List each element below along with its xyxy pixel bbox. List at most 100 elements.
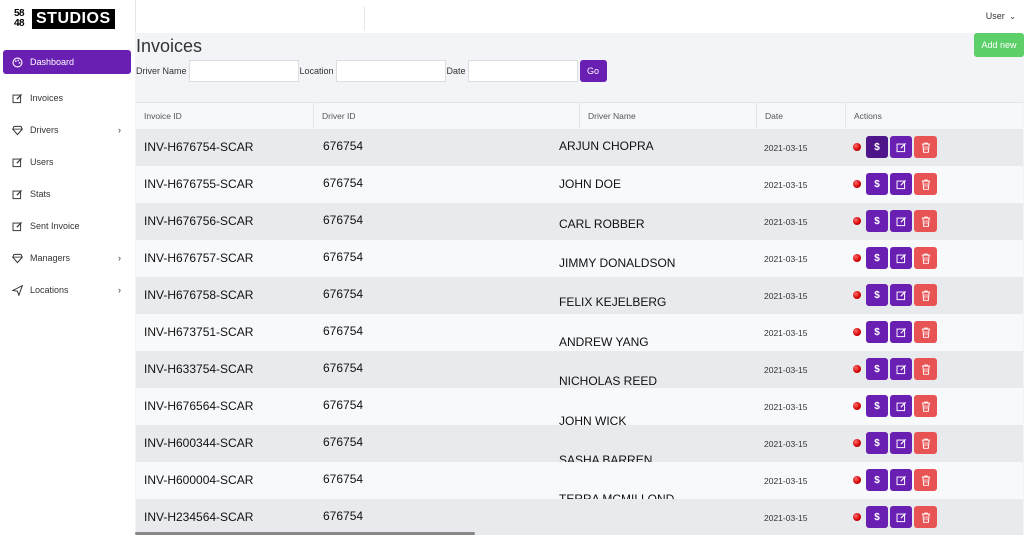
edit-button[interactable]: [890, 395, 912, 417]
brand-logo[interactable]: 58 48 STUDIOS: [8, 8, 115, 30]
status-dot-icon: [853, 513, 861, 521]
sidebar-item-locations[interactable]: Locations ›: [3, 274, 131, 306]
driver-id-cell: 676754: [323, 324, 364, 338]
sidebar-item-sent-invoice[interactable]: Sent Invoice: [3, 210, 131, 242]
edit-button[interactable]: [890, 173, 912, 195]
trash-icon: [921, 512, 930, 523]
pay-button[interactable]: $: [866, 358, 888, 380]
edit-button[interactable]: [890, 506, 912, 528]
delete-button[interactable]: [914, 395, 937, 417]
delete-button[interactable]: [914, 358, 937, 380]
table-row: INV-H600004-SCAR676754TERRA MCMILLOND202…: [136, 462, 1023, 506]
table-row: INV-H676754-SCAR 676754 ARJUN CHOPRA 2021-0…: [136, 129, 1023, 166]
edit-icon: [896, 142, 906, 152]
row-actions: $: [853, 506, 939, 528]
trash-icon: [921, 179, 930, 190]
table-row: INV-H673751-SCAR 676754 ANDREW YANG 2021-03…: [136, 314, 1023, 351]
status-dot-icon: [853, 402, 861, 410]
header-driver-id: Driver ID: [314, 103, 580, 129]
table-row: INV-H676755-SCAR 676754 JOHN DOE 2021-03-15…: [136, 166, 1023, 203]
delete-button[interactable]: [914, 469, 937, 491]
delete-button[interactable]: [914, 210, 937, 232]
pay-button[interactable]: $: [866, 469, 888, 491]
invoices-table: Invoice ID Driver ID Driver Name Date Ac…: [136, 102, 1023, 535]
edit-button[interactable]: [890, 469, 912, 491]
pay-button[interactable]: $: [866, 136, 888, 158]
driver-name-cell: CARL ROBBER: [559, 216, 645, 231]
sidebar-item-managers[interactable]: Managers ›: [3, 242, 131, 274]
delete-button[interactable]: [914, 173, 937, 195]
sidebar-item-invoices[interactable]: Invoices: [3, 82, 131, 114]
date-cell: 2021-03-15: [764, 143, 808, 153]
sidebar-item-label: Drivers: [30, 125, 59, 135]
pay-button[interactable]: $: [866, 506, 888, 528]
driver-id-cell: 676754: [323, 213, 364, 227]
row-actions: $: [853, 432, 939, 454]
driver-name-input[interactable]: [188, 60, 299, 82]
pay-button[interactable]: $: [866, 321, 888, 343]
driver-name-cell: ANDREW YANG: [559, 334, 649, 349]
edit-button[interactable]: [890, 284, 912, 306]
horizontal-scrollbar[interactable]: [135, 532, 475, 535]
date-input[interactable]: [467, 60, 578, 82]
delete-button[interactable]: [914, 247, 937, 269]
date-cell: 2021-03-15: [764, 328, 808, 338]
table-row: INV-H676757-SCAR 676754 JIMMY DONALDSON 202…: [136, 240, 1023, 277]
pay-button[interactable]: $: [866, 284, 888, 306]
edit-button[interactable]: [890, 136, 912, 158]
sidebar-item-drivers[interactable]: Drivers ›: [3, 114, 131, 146]
table-row: INV-H676756-SCAR 676754 CARL ROBBER 2021-03…: [136, 203, 1023, 240]
date-cell: 2021-03-15: [764, 217, 808, 227]
delete-button[interactable]: [914, 432, 937, 454]
status-dot-icon: [853, 365, 861, 373]
driver-name-cell: JOHN WICK: [559, 413, 627, 428]
user-menu[interactable]: User ⌄: [986, 11, 1016, 21]
edit-icon: [896, 290, 906, 300]
edit-button[interactable]: [890, 210, 912, 232]
edit-button[interactable]: [890, 321, 912, 343]
sidebar-item-stats[interactable]: Stats: [3, 178, 131, 210]
date-cell: 2021-03-15: [764, 402, 808, 412]
delete-button[interactable]: [914, 136, 937, 158]
chevron-right-icon: ›: [118, 125, 121, 135]
chevron-right-icon: ›: [118, 285, 121, 295]
location-input[interactable]: [335, 60, 446, 82]
sidebar-item-dashboard[interactable]: Dashboard: [3, 50, 131, 74]
edit-icon: [896, 253, 906, 263]
row-actions: $: [853, 321, 939, 343]
edit-icon: [12, 189, 23, 200]
logo-number-bottom: 48: [13, 18, 25, 29]
edit-button[interactable]: [890, 432, 912, 454]
edit-button[interactable]: [890, 358, 912, 380]
trash-icon: [921, 327, 930, 338]
pay-button[interactable]: $: [866, 432, 888, 454]
table-row: INV-H676758-SCAR 676754 FELIX KEJELBERG 202…: [136, 277, 1023, 314]
pay-button[interactable]: $: [866, 210, 888, 232]
pay-button[interactable]: $: [866, 247, 888, 269]
top-bar: User ⌄: [135, 0, 1024, 33]
pay-button[interactable]: $: [866, 395, 888, 417]
driver-id-cell: 676754: [323, 435, 364, 449]
invoice-id-cell: INV-H633754-SCAR: [144, 362, 254, 376]
driver-id-cell: 676754: [323, 176, 364, 190]
driver-id-cell: 676754: [323, 361, 364, 375]
delete-button[interactable]: [914, 321, 937, 343]
go-button[interactable]: Go: [579, 60, 607, 82]
header-actions: Actions: [854, 111, 882, 121]
header-date: Date: [757, 103, 846, 129]
driver-id-cell: 676754: [323, 250, 364, 264]
trash-icon: [921, 475, 930, 486]
pay-button[interactable]: $: [866, 173, 888, 195]
sidebar-item-label: Managers: [30, 253, 71, 263]
edit-button[interactable]: [890, 247, 912, 269]
driver-id-cell: 676754: [323, 398, 364, 412]
send-icon: [12, 284, 23, 296]
driver-name-cell: JIMMY DONALDSON: [559, 256, 676, 270]
sidebar-item-users[interactable]: Users: [3, 146, 131, 178]
logo-wordmark: STUDIOS: [32, 9, 115, 29]
delete-button[interactable]: [914, 506, 937, 528]
add-new-button[interactable]: Add new: [974, 33, 1024, 57]
delete-button[interactable]: [914, 284, 937, 306]
trash-icon: [921, 216, 930, 227]
row-actions: $: [853, 210, 939, 232]
